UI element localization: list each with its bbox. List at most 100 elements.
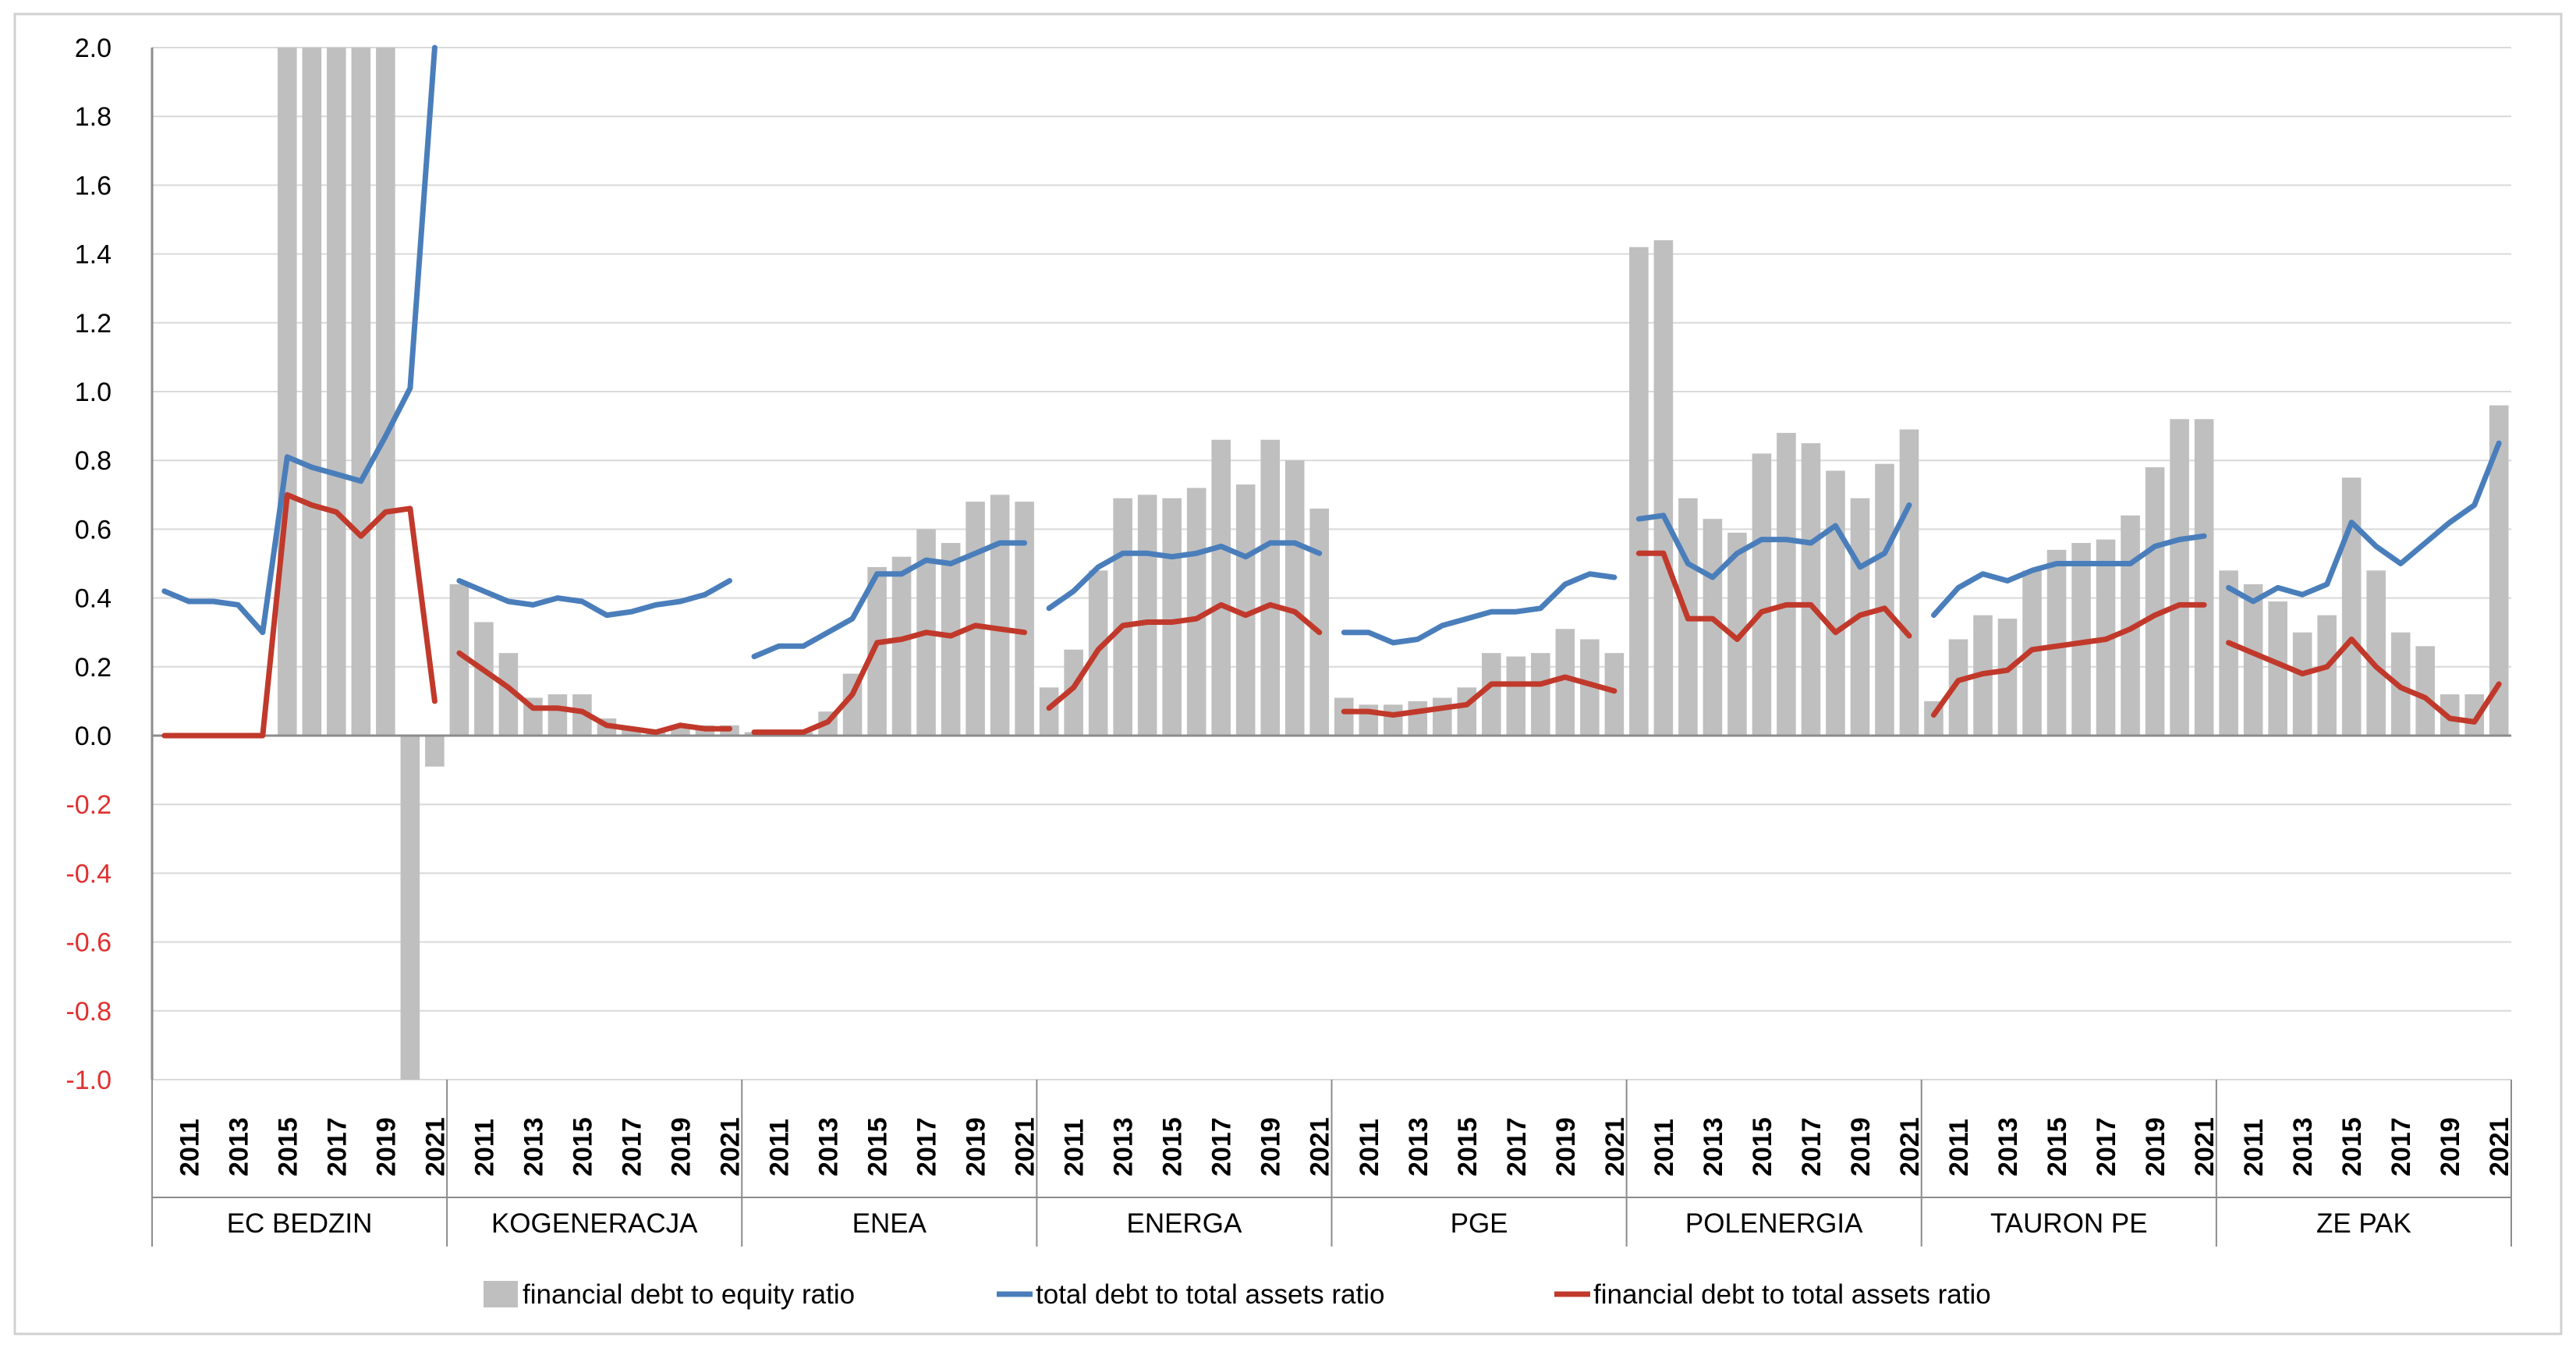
bar-debt-to-equity bbox=[990, 495, 1010, 736]
x-tick-label: 2019 bbox=[962, 1117, 991, 1176]
bar-debt-to-equity bbox=[376, 48, 395, 736]
axes bbox=[151, 48, 2512, 1247]
x-tick-label: 2015 bbox=[1453, 1117, 1483, 1176]
legend-swatch-bar bbox=[484, 1281, 518, 1307]
bar-debt-to-equity bbox=[1015, 502, 1034, 736]
x-tick-label: 2021 bbox=[2485, 1117, 2514, 1176]
y-tick-label: 0.6 bbox=[75, 515, 112, 544]
x-tick-label: 2013 bbox=[2288, 1117, 2318, 1176]
bar-debt-to-equity bbox=[547, 694, 568, 736]
x-tick-label: 2011 bbox=[1355, 1119, 1384, 1176]
x-tick-label: 2015 bbox=[568, 1117, 597, 1176]
bar-debt-to-equity bbox=[2145, 467, 2165, 736]
bar-debt-to-equity bbox=[2243, 584, 2263, 736]
bar-debt-to-equity bbox=[941, 543, 961, 736]
gridlines bbox=[152, 47, 2511, 1080]
x-tick-label: 2013 bbox=[1109, 1117, 1139, 1176]
x-tick-label: 2011 bbox=[175, 1119, 204, 1176]
bar-debt-to-equity bbox=[1260, 439, 1281, 736]
bar-debt-to-equity bbox=[1284, 460, 1305, 736]
bar-debt-to-equity bbox=[1506, 656, 1526, 736]
bar-debt-to-equity bbox=[2292, 632, 2312, 736]
lines bbox=[161, 44, 2502, 739]
line-total-debt-to-assets bbox=[1046, 540, 1323, 612]
line-financial-debt-to-assets bbox=[1635, 550, 1912, 642]
y-tick-label: 1.8 bbox=[75, 102, 112, 132]
x-tick-label: 2015 bbox=[1748, 1117, 1777, 1176]
bar-debt-to-equity bbox=[474, 622, 494, 736]
line-total-debt-to-assets bbox=[161, 44, 438, 636]
bar-debt-to-equity bbox=[1997, 619, 2018, 736]
x-tick-label: 2021 bbox=[715, 1117, 745, 1176]
x-tick-label: 2011 bbox=[1944, 1119, 1974, 1176]
category-label: ZE PAK bbox=[2316, 1208, 2411, 1239]
category-label: ENERGA bbox=[1127, 1208, 1242, 1239]
bar-debt-to-equity bbox=[1752, 453, 1772, 736]
bar-debt-to-equity bbox=[1653, 239, 1674, 736]
category-label: ENEA bbox=[852, 1208, 927, 1239]
bar-debt-to-equity bbox=[2341, 477, 2362, 736]
x-tick-label: 2021 bbox=[1011, 1117, 1040, 1176]
bar-debt-to-equity bbox=[1137, 495, 1157, 736]
line-total-debt-to-assets bbox=[1341, 571, 1618, 646]
line-financial-debt-to-assets bbox=[1046, 601, 1323, 711]
x-tick-label: 2013 bbox=[519, 1117, 548, 1176]
bar-debt-to-equity bbox=[1629, 247, 1649, 736]
x-tick-label: 2013 bbox=[1404, 1117, 1433, 1176]
bar-debt-to-equity bbox=[1457, 687, 1477, 736]
bar-debt-to-equity bbox=[1211, 439, 1231, 736]
x-tick-label: 2011 bbox=[469, 1119, 499, 1176]
y-tick-label: -0.6 bbox=[66, 928, 112, 958]
x-tick-label: 2013 bbox=[1993, 1117, 2023, 1176]
bar-debt-to-equity bbox=[1801, 443, 1821, 736]
line-total-debt-to-assets bbox=[2226, 440, 2502, 605]
x-tick-label: 2015 bbox=[1158, 1117, 1188, 1176]
bar-debt-to-equity bbox=[1408, 701, 1428, 736]
bar-debt-to-equity bbox=[1186, 488, 1207, 736]
bar-debt-to-equity bbox=[2219, 570, 2238, 736]
bar-debt-to-equity bbox=[1555, 629, 1575, 736]
x-tick-label: 2015 bbox=[863, 1117, 893, 1176]
line-financial-debt-to-assets bbox=[1341, 674, 1618, 718]
bar-debt-to-equity bbox=[1531, 653, 1550, 736]
x-tick-label: 2019 bbox=[2141, 1117, 2170, 1176]
bar-debt-to-equity bbox=[2170, 419, 2189, 736]
bar-debt-to-equity bbox=[1433, 697, 1452, 736]
x-tick-label: 2021 bbox=[2190, 1117, 2220, 1176]
line-total-debt-to-assets bbox=[751, 540, 1028, 660]
bar-debt-to-equity bbox=[622, 729, 641, 736]
x-tick-label: 2019 bbox=[1846, 1117, 1876, 1176]
y-tick-label: 0.2 bbox=[75, 653, 112, 683]
x-tick-label: 2017 bbox=[1797, 1117, 1827, 1176]
bar-debt-to-equity bbox=[891, 556, 912, 736]
bar-debt-to-equity bbox=[400, 736, 420, 1080]
line-financial-debt-to-assets bbox=[751, 623, 1028, 736]
bar-debt-to-equity bbox=[2194, 419, 2214, 736]
bar-debt-to-equity bbox=[1899, 429, 1919, 736]
category-label: PGE bbox=[1451, 1208, 1508, 1239]
bar-debt-to-equity bbox=[1039, 687, 1059, 736]
y-tick-label: 2.0 bbox=[75, 34, 112, 63]
bar-debt-to-equity bbox=[966, 502, 985, 736]
bar-debt-to-equity bbox=[1162, 498, 1182, 736]
x-tick-label: 2021 bbox=[420, 1117, 450, 1176]
y-tick-label: 1.2 bbox=[75, 309, 112, 339]
bar-debt-to-equity bbox=[2415, 646, 2436, 736]
x-tick-label: 2017 bbox=[2092, 1117, 2121, 1176]
y-tick-label: 0.8 bbox=[75, 446, 112, 476]
y-tick-label: -0.4 bbox=[66, 859, 112, 889]
line-financial-debt-to-assets bbox=[456, 650, 732, 736]
y-tick-label: 0.4 bbox=[75, 584, 112, 614]
y-tick-label: 1.4 bbox=[75, 240, 112, 270]
x-tick-label: 2013 bbox=[814, 1117, 844, 1176]
bar-debt-to-equity bbox=[1482, 653, 1501, 736]
x-tick-label: 2015 bbox=[2337, 1117, 2367, 1176]
x-tick-label: 2013 bbox=[1699, 1117, 1728, 1176]
line-financial-debt-to-assets bbox=[161, 491, 438, 739]
legend-label: total debt to total assets ratio bbox=[1036, 1279, 1384, 1310]
bar-debt-to-equity bbox=[1875, 463, 1894, 736]
y-tick-label: 1.0 bbox=[75, 378, 112, 407]
y-tick-label: -0.8 bbox=[66, 997, 112, 1027]
